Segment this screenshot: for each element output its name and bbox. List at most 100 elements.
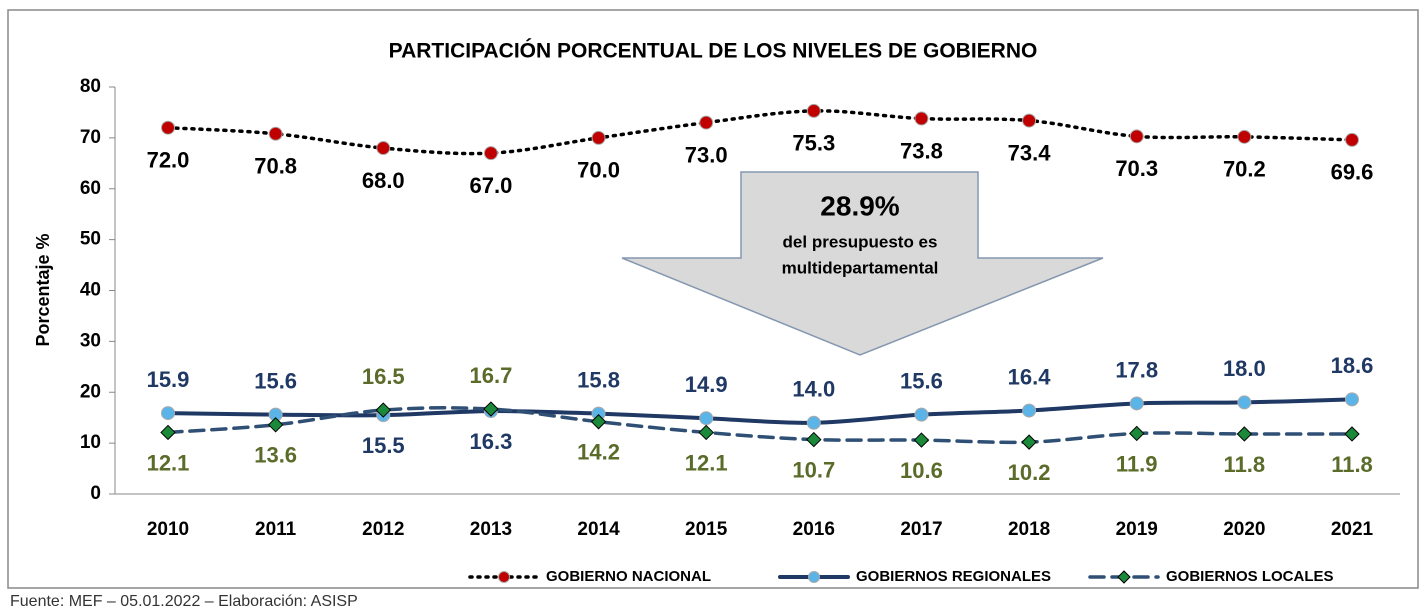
marker [1345, 132, 1359, 147]
marker [1344, 426, 1360, 442]
x-tick-label: 2020 [1223, 519, 1265, 540]
x-tick-label: 2013 [470, 519, 512, 540]
y-tick-label: 40 [80, 280, 101, 301]
marker [483, 146, 498, 161]
data-label: 15.9 [147, 367, 190, 392]
x-tick-label: 2018 [1008, 519, 1050, 540]
y-tick-label: 70 [80, 127, 101, 148]
marker [591, 130, 606, 145]
marker [914, 407, 929, 422]
annotation-arrow [621, 171, 1104, 356]
x-tick-label: 2016 [793, 519, 835, 540]
source-note: Fuente: MEF – 05.01.2022 – Elaboración: … [10, 593, 358, 610]
marker [160, 424, 176, 441]
marker [1129, 396, 1144, 411]
data-label: 75.3 [792, 131, 835, 156]
data-label: 15.6 [254, 368, 297, 393]
y-tick-label: 80 [80, 76, 101, 97]
data-label: 70.0 [577, 158, 620, 183]
marker [483, 401, 499, 417]
legend-label: GOBIERNO NACIONAL [546, 568, 711, 585]
y-tick-label: 60 [80, 178, 101, 199]
data-label: 15.6 [900, 368, 943, 393]
series-line [166, 397, 1354, 425]
data-label: 15.5 [362, 433, 405, 458]
data-label: 15.8 [577, 367, 620, 392]
x-tick-label: 2011 [255, 519, 297, 540]
data-label: 17.8 [1115, 357, 1158, 382]
marker [1129, 129, 1144, 144]
annotation-headline: 28.9% [820, 190, 899, 221]
marker [806, 415, 821, 430]
data-label: 13.6 [254, 443, 297, 468]
legend-marker [808, 571, 820, 583]
data-label: 68.0 [362, 168, 405, 193]
legend-label: GOBIERNOS REGIONALES [856, 568, 1051, 585]
data-label: 16.7 [469, 363, 512, 388]
data-label: 10.2 [1008, 460, 1051, 485]
data-label: 10.6 [900, 458, 943, 483]
y-axis-label: Porcentaje % [33, 233, 53, 346]
data-label: 14.2 [577, 440, 620, 465]
data-label: 18.0 [1223, 356, 1266, 381]
data-label: 70.8 [254, 154, 297, 179]
y-tick-label: 10 [80, 432, 101, 453]
marker [376, 141, 391, 156]
marker [914, 111, 929, 126]
x-tick-label: 2017 [900, 519, 942, 540]
data-label: 16.4 [1008, 364, 1052, 389]
data-label: 11.9 [1116, 451, 1158, 476]
data-label: 14.9 [685, 372, 728, 397]
marker [161, 406, 175, 421]
marker [590, 414, 607, 430]
annotation-text: del presupuesto es [783, 232, 938, 251]
data-label: 14.0 [792, 377, 835, 402]
data-label: 70.2 [1223, 157, 1266, 182]
y-tick-label: 30 [80, 330, 101, 351]
marker [1129, 425, 1145, 442]
data-label: 16.3 [469, 429, 512, 454]
x-tick-label: 2019 [1116, 519, 1158, 540]
chart-title: PARTICIPACIÓN PORCENTUAL DE LOS NIVELES … [389, 39, 1038, 63]
x-tick-label: 2015 [685, 519, 728, 540]
x-tick-label: 2012 [362, 519, 404, 540]
chart-frame [7, 9, 1419, 589]
data-label: 12.1 [147, 450, 190, 475]
data-label: 11.8 [1224, 452, 1266, 477]
marker [1236, 426, 1253, 442]
legend-marker [1117, 570, 1131, 584]
x-tick-label: 2014 [577, 519, 620, 540]
marker [1237, 395, 1252, 410]
series-line [166, 406, 1354, 445]
data-label: 73.4 [1008, 140, 1052, 165]
marker [699, 411, 714, 426]
data-label: 18.6 [1331, 353, 1374, 378]
marker [1021, 434, 1037, 450]
marker [1237, 129, 1252, 144]
y-tick-label: 50 [80, 229, 101, 250]
marker [913, 432, 930, 448]
marker [698, 424, 714, 441]
marker [1022, 113, 1037, 128]
marker [267, 417, 284, 433]
data-label: 67.0 [469, 173, 512, 198]
marker [806, 431, 822, 448]
marker [699, 115, 714, 130]
data-label: 70.3 [1115, 156, 1158, 181]
series-line [166, 109, 1354, 156]
data-label: 73.8 [900, 138, 943, 163]
annotation-text: multidepartamental [782, 258, 939, 277]
data-label: 69.6 [1331, 160, 1374, 185]
marker [161, 120, 175, 135]
data-label: 72.0 [147, 148, 190, 173]
x-tick-label: 2021 [1331, 519, 1374, 540]
marker [375, 402, 391, 418]
data-label: 16.5 [362, 364, 405, 389]
data-label: 10.7 [792, 457, 835, 482]
y-tick-label: 0 [90, 483, 101, 504]
x-tick-label: 2010 [147, 519, 189, 540]
legend-label: GOBIERNOS LOCALES [1166, 568, 1334, 585]
marker [1022, 403, 1037, 418]
marker [806, 103, 821, 118]
